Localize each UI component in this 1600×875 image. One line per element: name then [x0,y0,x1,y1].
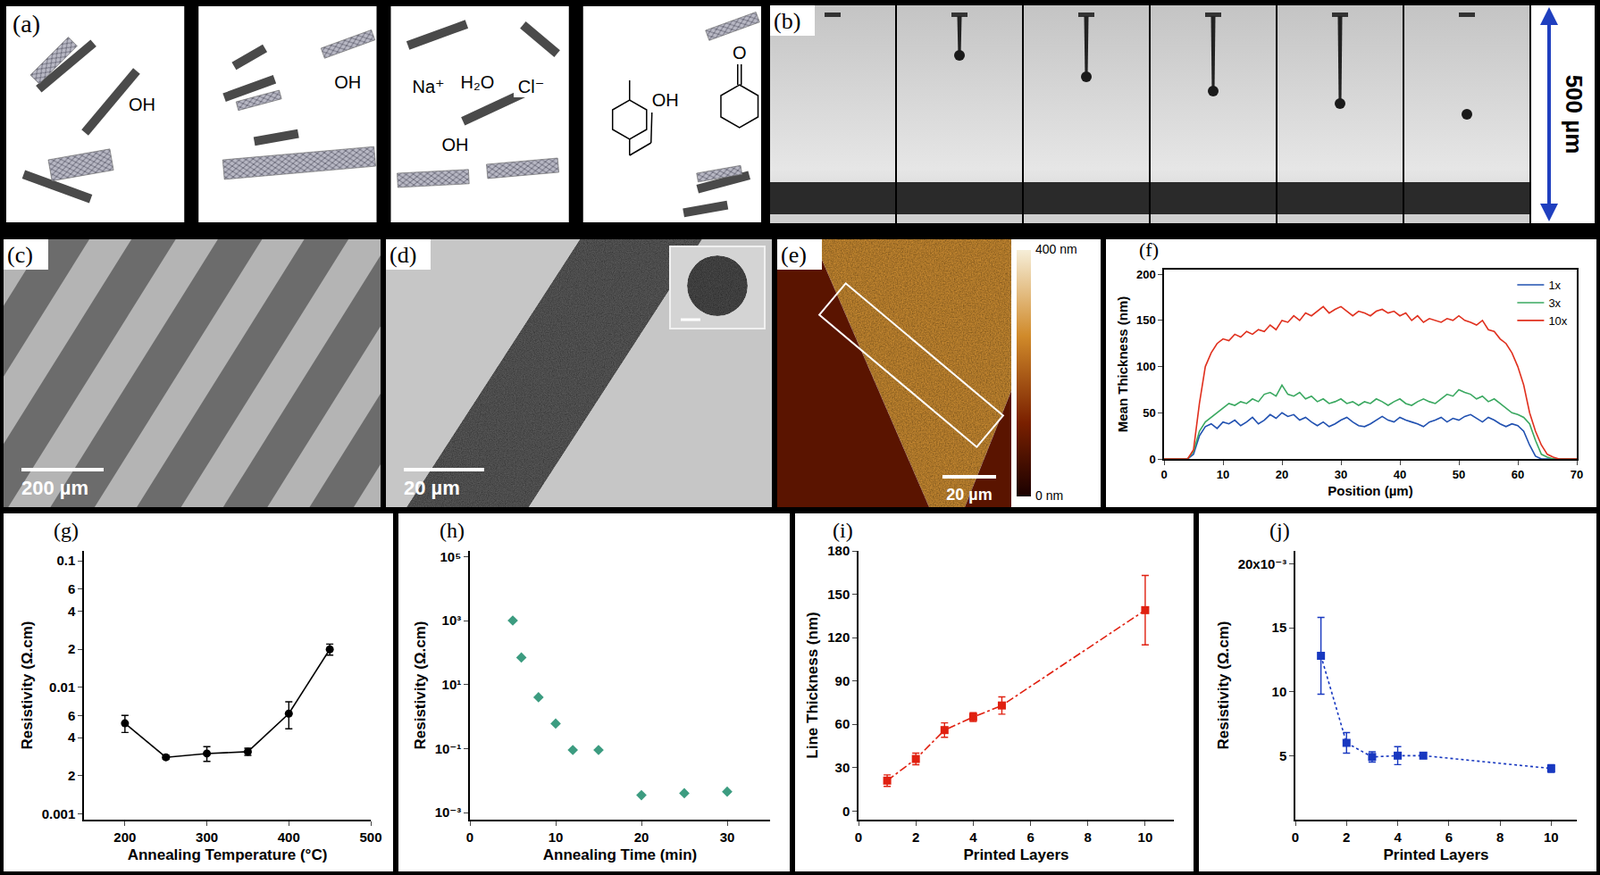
svg-text:Printed Layers: Printed Layers [1382,846,1489,864]
svg-text:(i): (i) [832,519,854,543]
svg-text:0: 0 [1160,468,1167,482]
svg-text:10⁵: 10⁵ [440,549,462,565]
svg-text:10: 10 [1216,468,1230,482]
svg-text:10: 10 [1543,829,1559,846]
svg-text:O: O [732,42,747,63]
svg-text:4: 4 [67,603,76,620]
svg-text:1x: 1x [1548,278,1561,293]
svg-text:10³: 10³ [442,612,462,629]
svg-text:6: 6 [67,581,76,597]
svg-text:3x: 3x [1548,296,1561,310]
svg-text:0: 0 [466,829,474,846]
svg-text:20: 20 [1275,468,1289,482]
svg-text:0: 0 [854,829,863,846]
svg-text:(h): (h) [439,519,465,543]
svg-text:Na⁺: Na⁺ [411,76,444,97]
svg-text:4: 4 [969,829,978,846]
svg-text:200: 200 [1136,268,1157,282]
svg-text:10⁻³: 10⁻³ [435,804,462,821]
svg-text:60: 60 [835,716,851,732]
svg-text:0.1: 0.1 [56,552,76,569]
svg-text:300: 300 [195,829,218,846]
svg-text:2: 2 [67,641,76,657]
svg-text:(f): (f) [1139,239,1159,261]
svg-text:0 nm: 0 nm [1035,488,1064,503]
svg-text:OH: OH [128,94,156,115]
svg-text:2: 2 [912,829,920,846]
svg-text:20x10⁻³: 20x10⁻³ [1238,556,1288,572]
svg-text:(a): (a) [12,9,41,38]
svg-text:10⁻¹: 10⁻¹ [435,741,462,757]
svg-text:10¹: 10¹ [442,677,462,693]
svg-text:2: 2 [67,768,76,784]
svg-text:0: 0 [842,804,850,820]
svg-text:400: 400 [277,829,301,846]
svg-text:OH: OH [442,134,470,155]
svg-text:180: 180 [827,543,850,559]
svg-text:0.001: 0.001 [41,806,76,822]
svg-text:Position (µm): Position (µm) [1327,483,1413,499]
svg-text:Resistivity (Ω.cm): Resistivity (Ω.cm) [1214,620,1232,750]
svg-text:10: 10 [548,829,564,846]
svg-text:200: 200 [113,829,136,846]
svg-text:H₂O: H₂O [460,72,495,93]
svg-text:4: 4 [67,729,76,746]
svg-text:(j): (j) [1269,519,1291,543]
svg-text:150: 150 [827,586,850,603]
svg-text:4: 4 [1393,829,1402,846]
svg-text:400 nm: 400 nm [1035,242,1078,257]
svg-text:20 µm: 20 µm [403,477,461,500]
svg-text:Line Thickness (nm): Line Thickness (nm) [804,611,821,759]
svg-text:30: 30 [1334,468,1348,482]
svg-text:6: 6 [1026,829,1034,846]
svg-text:6: 6 [1445,829,1453,846]
svg-text:500 µm: 500 µm [1560,75,1588,155]
svg-text:150: 150 [1136,313,1157,327]
svg-text:10: 10 [1272,684,1288,700]
svg-text:6: 6 [67,708,76,724]
svg-text:10x: 10x [1548,314,1567,328]
svg-text:8: 8 [1084,829,1092,846]
svg-text:8: 8 [1496,829,1504,846]
svg-text:5: 5 [1279,748,1287,764]
svg-text:200 µm: 200 µm [21,477,89,500]
svg-text:60: 60 [1511,468,1525,482]
svg-text:OH: OH [652,90,679,110]
svg-text:(g): (g) [53,519,79,543]
svg-text:0.01: 0.01 [49,679,76,696]
svg-text:500: 500 [359,829,382,846]
svg-text:15: 15 [1272,619,1288,636]
svg-text:10: 10 [1138,829,1154,846]
svg-text:Mean Thickness (nm): Mean Thickness (nm) [1114,296,1131,434]
svg-text:(b): (b) [773,8,801,34]
svg-text:0: 0 [1148,452,1156,467]
svg-text:(c): (c) [7,242,34,269]
svg-text:30: 30 [835,760,851,776]
svg-text:(e): (e) [780,242,807,269]
svg-text:70: 70 [1570,468,1584,482]
svg-text:2: 2 [1342,829,1350,846]
svg-text:20: 20 [634,829,650,846]
svg-text:20 µm: 20 µm [946,485,992,504]
svg-text:Printed Layers: Printed Layers [963,846,1069,864]
svg-text:50: 50 [1452,468,1466,482]
svg-text:Resistivity (Ω.cm): Resistivity (Ω.cm) [411,620,429,750]
svg-text:120: 120 [827,629,850,646]
svg-text:50: 50 [1142,406,1156,420]
svg-text:Annealing Time (min): Annealing Time (min) [543,846,698,864]
svg-text:(d): (d) [389,242,417,269]
svg-text:0: 0 [1291,829,1299,846]
svg-text:30: 30 [720,829,736,846]
svg-text:OH: OH [334,72,361,93]
svg-text:Cl⁻: Cl⁻ [518,76,545,97]
svg-text:40: 40 [1393,468,1407,482]
svg-text:Resistivity (Ω.cm): Resistivity (Ω.cm) [18,620,36,750]
svg-text:100: 100 [1136,360,1157,374]
svg-text:90: 90 [835,673,851,689]
svg-text:Annealing Temperature (°C): Annealing Temperature (°C) [127,846,328,864]
